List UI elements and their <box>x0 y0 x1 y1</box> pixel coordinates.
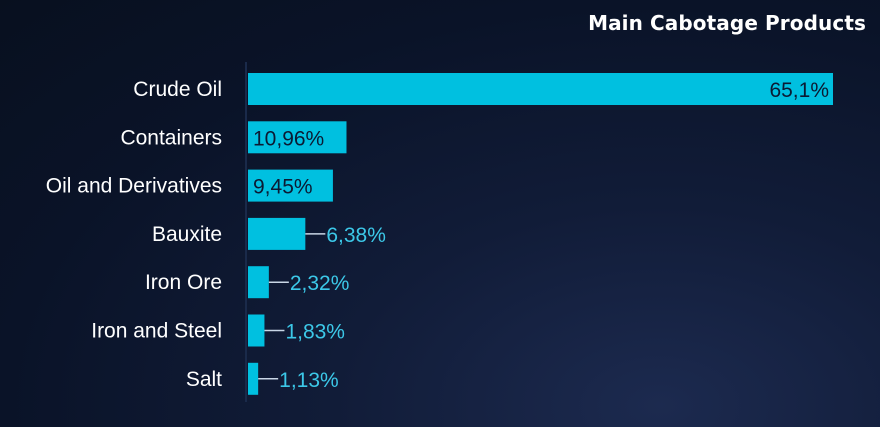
chart-title: Main Cabotage Products <box>588 11 866 35</box>
bar <box>248 314 265 347</box>
data-label: 6,38% <box>326 224 386 247</box>
category-label: Iron and Steel <box>91 320 222 343</box>
category-label: Crude Oil <box>133 78 222 101</box>
data-label: 2,32% <box>290 272 350 295</box>
category-label: Oil and Derivatives <box>46 175 222 198</box>
data-label: 10,96% <box>253 127 324 150</box>
bar <box>248 217 306 250</box>
bar <box>248 266 269 299</box>
bar <box>248 121 347 154</box>
category-label: Iron Ore <box>145 271 222 294</box>
bar <box>248 362 259 395</box>
data-label: 1,83% <box>285 321 345 344</box>
bar <box>248 169 333 202</box>
data-label: 65,1% <box>769 79 829 102</box>
bar <box>248 73 833 105</box>
category-label: Containers <box>120 126 222 149</box>
category-label: Salt <box>186 368 222 391</box>
category-label: Bauxite <box>152 223 222 246</box>
data-label: 1,13% <box>279 369 339 392</box>
data-label: 9,45% <box>253 176 313 199</box>
